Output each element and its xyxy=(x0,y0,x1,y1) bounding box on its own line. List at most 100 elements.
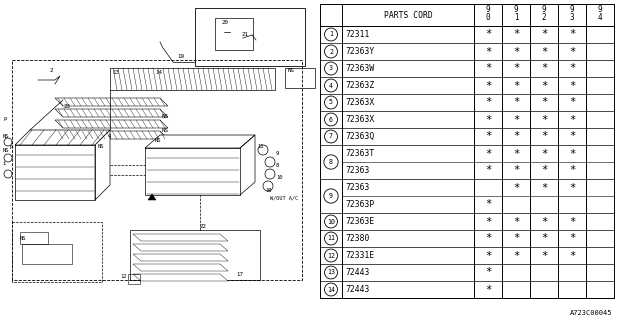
Bar xyxy=(128,274,140,284)
Text: i: i xyxy=(3,161,6,166)
Polygon shape xyxy=(133,234,228,241)
Bar xyxy=(130,230,260,280)
Text: NS: NS xyxy=(288,68,295,73)
Text: *: * xyxy=(569,234,575,244)
Text: *: * xyxy=(541,98,547,108)
Text: *: * xyxy=(485,132,491,141)
Polygon shape xyxy=(133,254,228,261)
Text: NS: NS xyxy=(20,236,26,241)
Text: NS: NS xyxy=(3,148,10,153)
Text: 0: 0 xyxy=(486,13,490,22)
Circle shape xyxy=(4,154,12,162)
Circle shape xyxy=(258,145,268,155)
Polygon shape xyxy=(133,244,228,251)
Text: *: * xyxy=(485,46,491,57)
Polygon shape xyxy=(55,120,168,128)
Text: 72363Y: 72363Y xyxy=(345,47,374,56)
Text: *: * xyxy=(485,251,491,260)
Text: *: * xyxy=(541,148,547,158)
Text: 9: 9 xyxy=(514,5,518,14)
Bar xyxy=(110,68,275,90)
Text: 22: 22 xyxy=(200,224,207,229)
Circle shape xyxy=(324,28,337,41)
Text: 14: 14 xyxy=(155,70,162,75)
Bar xyxy=(285,68,315,88)
Text: 4: 4 xyxy=(108,134,111,139)
Circle shape xyxy=(324,189,338,203)
Text: *: * xyxy=(513,251,519,260)
Text: *: * xyxy=(541,46,547,57)
Circle shape xyxy=(324,283,337,296)
Text: 10: 10 xyxy=(327,219,335,225)
Text: *: * xyxy=(485,29,491,39)
Text: 1: 1 xyxy=(514,13,518,22)
Polygon shape xyxy=(145,135,255,148)
Circle shape xyxy=(324,130,337,143)
Circle shape xyxy=(324,155,338,169)
Text: *: * xyxy=(569,46,575,57)
Text: *: * xyxy=(513,115,519,124)
Text: *: * xyxy=(569,29,575,39)
Text: *: * xyxy=(513,148,519,158)
Bar xyxy=(215,18,253,50)
Text: *: * xyxy=(541,29,547,39)
Text: *: * xyxy=(569,165,575,175)
Text: 10: 10 xyxy=(276,175,282,180)
Text: 9: 9 xyxy=(598,5,602,14)
Text: 72363X: 72363X xyxy=(345,115,374,124)
Bar xyxy=(12,222,102,282)
Circle shape xyxy=(265,169,275,179)
Text: 9: 9 xyxy=(486,5,490,14)
Text: 72380: 72380 xyxy=(345,234,369,243)
Text: 72363: 72363 xyxy=(345,166,369,175)
Text: 12: 12 xyxy=(327,252,335,259)
Text: *: * xyxy=(485,284,491,294)
Text: *: * xyxy=(513,98,519,108)
Text: *: * xyxy=(513,63,519,74)
Text: 72363X: 72363X xyxy=(345,98,374,107)
Circle shape xyxy=(324,79,337,92)
Text: *: * xyxy=(569,98,575,108)
Circle shape xyxy=(324,232,337,245)
Polygon shape xyxy=(15,130,110,145)
Text: *: * xyxy=(569,63,575,74)
Text: W/OUT A/C: W/OUT A/C xyxy=(270,196,298,201)
Text: *: * xyxy=(485,165,491,175)
Text: *: * xyxy=(513,132,519,141)
Text: 72363W: 72363W xyxy=(345,64,374,73)
Text: 8: 8 xyxy=(329,159,333,165)
Circle shape xyxy=(324,62,337,75)
Text: *: * xyxy=(485,234,491,244)
Circle shape xyxy=(265,157,275,167)
Text: 14: 14 xyxy=(327,286,335,292)
Text: NS: NS xyxy=(3,134,10,139)
Text: *: * xyxy=(485,217,491,227)
Text: 2: 2 xyxy=(541,13,547,22)
Polygon shape xyxy=(55,109,168,117)
Circle shape xyxy=(324,215,337,228)
Text: *: * xyxy=(541,165,547,175)
Text: 72363Q: 72363Q xyxy=(345,132,374,141)
Text: *: * xyxy=(485,115,491,124)
Bar xyxy=(22,244,72,264)
Text: 72363P: 72363P xyxy=(345,200,374,209)
Text: *: * xyxy=(513,46,519,57)
Text: 21: 21 xyxy=(242,32,249,37)
Text: 72443: 72443 xyxy=(345,285,369,294)
Text: 20: 20 xyxy=(222,20,229,25)
Text: 2: 2 xyxy=(50,68,54,73)
Text: 9: 9 xyxy=(541,5,547,14)
Text: 72443: 72443 xyxy=(345,268,369,277)
Text: *: * xyxy=(541,81,547,91)
Polygon shape xyxy=(55,98,168,106)
Circle shape xyxy=(263,181,273,191)
Text: *: * xyxy=(513,217,519,227)
Circle shape xyxy=(324,45,337,58)
Text: NS: NS xyxy=(162,128,169,133)
Circle shape xyxy=(324,266,337,279)
Text: 3: 3 xyxy=(570,13,574,22)
Text: *: * xyxy=(485,199,491,210)
Text: *: * xyxy=(541,115,547,124)
Text: 23: 23 xyxy=(64,104,71,109)
Text: 72363Z: 72363Z xyxy=(345,81,374,90)
